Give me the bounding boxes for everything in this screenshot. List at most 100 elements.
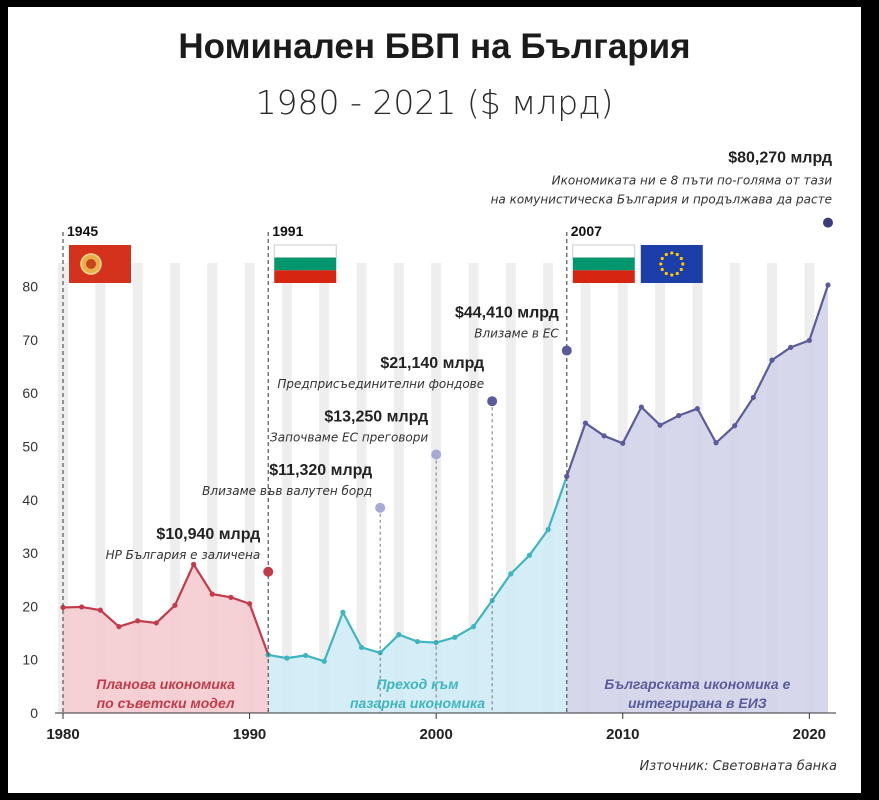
background-stripe — [356, 263, 367, 713]
data-point — [340, 609, 346, 615]
background-stripe — [543, 263, 554, 713]
data-point — [135, 618, 141, 624]
background-stripe — [281, 263, 292, 713]
era-label: по съветски модел — [97, 695, 235, 711]
data-point — [97, 607, 103, 613]
data-point — [508, 571, 514, 577]
annotation-text: Започваме ЕС преговори — [270, 430, 428, 444]
data-point — [806, 337, 812, 344]
data-point — [79, 604, 85, 610]
annotation-amount: $11,320 млрд — [269, 462, 372, 479]
flag-star — [670, 273, 674, 277]
annotation-amount: $80,270 млрд — [728, 150, 832, 167]
flag-star — [660, 256, 664, 261]
flag-stripe-green — [572, 257, 635, 271]
data-point — [209, 591, 215, 597]
y-tick-label: 10 — [22, 652, 38, 668]
era-label: Преход към — [376, 676, 459, 692]
annotation-amount: $13,250 млрд — [324, 408, 428, 425]
data-point — [246, 601, 253, 607]
data-point — [788, 344, 794, 350]
infographic-card: Номинален БВП на България 1980 - 2021 ($… — [8, 7, 861, 793]
marker-year-label: 2007 — [571, 223, 602, 239]
data-point — [713, 440, 719, 446]
background-stripe — [431, 263, 442, 713]
flag-field — [640, 245, 703, 283]
annotation-amount: $21,140 млрд — [380, 355, 484, 372]
data-point — [564, 473, 570, 479]
annotation-text: на комунистическа България и продължава … — [491, 193, 832, 207]
data-point — [657, 422, 663, 428]
y-tick-label: 70 — [22, 332, 38, 348]
data-point — [694, 406, 700, 412]
data-point — [526, 552, 533, 558]
series-line-1 — [62, 561, 270, 656]
flag-star — [679, 256, 683, 261]
annotation-dot — [561, 345, 572, 356]
y-tick-label: 30 — [22, 545, 38, 561]
communist-bulgaria-flag-icon — [69, 245, 131, 283]
data-point — [414, 638, 421, 645]
y-tick-label: 40 — [22, 492, 38, 508]
data-point — [676, 412, 682, 419]
data-point — [470, 624, 477, 630]
data-point — [638, 404, 645, 410]
era-label: пазарна икономика — [350, 695, 485, 711]
data-point — [732, 423, 738, 429]
x-tick-label: 2000 — [419, 726, 452, 743]
data-point — [769, 357, 775, 363]
x-tick-label: 2020 — [793, 726, 826, 743]
annotation-text: Икономиката ни е 8 пъти по-голяма от таз… — [552, 174, 833, 188]
flag-stripe-red — [274, 270, 337, 283]
eu-flag-icon — [640, 245, 703, 283]
era-label: Българската икономика е — [604, 676, 790, 692]
flag-stripe-white — [273, 244, 337, 259]
data-point — [452, 634, 458, 640]
annotation-text: Влизаме във валутен борд — [202, 484, 372, 498]
y-tick-label: 60 — [22, 385, 38, 401]
era-area-1 — [63, 564, 269, 713]
flag-emblem-center — [86, 259, 96, 269]
data-point — [116, 624, 122, 630]
data-point — [601, 433, 607, 439]
flag-star — [664, 252, 668, 257]
data-point — [582, 420, 589, 426]
y-tick-label: 0 — [30, 705, 38, 721]
flag-star — [660, 267, 664, 272]
annotation-dot — [263, 566, 274, 577]
data-point — [358, 644, 365, 651]
flag-stripe-white — [572, 244, 636, 259]
x-tick-label: 1980 — [46, 726, 79, 743]
background-stripe — [95, 263, 106, 713]
background-stripe — [319, 263, 330, 713]
x-tick-label: 1990 — [233, 726, 266, 743]
data-point — [172, 602, 178, 608]
flag-star — [675, 271, 679, 276]
era-label: Планова икономика — [96, 676, 235, 692]
annotation-dot — [823, 217, 833, 228]
annotation-amount: $10,940 млрд — [156, 526, 260, 543]
marker-year-label: 1945 — [67, 223, 98, 239]
flag-stripe-green — [274, 257, 337, 271]
chart-title: Номинален БВП на България — [178, 27, 691, 66]
bulgaria-flag-icon — [572, 244, 636, 283]
era-area-3 — [566, 285, 828, 713]
flag-star — [664, 271, 668, 276]
annotation-amount: $44,410 млрд — [455, 305, 559, 322]
data-point — [321, 658, 327, 664]
background-stripe — [207, 263, 218, 713]
y-tick-label: 20 — [22, 598, 38, 614]
data-point — [284, 655, 290, 661]
background-stripe — [468, 263, 479, 713]
data-point — [228, 594, 234, 600]
gdp-chart: 0 10 20 30 40 50 60 70 80 1980 1990 2000 2010 2020 194… — [22, 150, 836, 743]
data-point — [60, 604, 66, 611]
flag-star — [670, 251, 674, 255]
chart-subtitle: 1980 - 2021 ($ млрд) — [255, 83, 614, 122]
data-point — [750, 394, 756, 401]
data-point — [545, 527, 551, 533]
annotation-dot — [375, 502, 386, 513]
data-point — [153, 620, 159, 626]
background-stripe — [244, 263, 255, 713]
flag-star — [675, 252, 679, 257]
